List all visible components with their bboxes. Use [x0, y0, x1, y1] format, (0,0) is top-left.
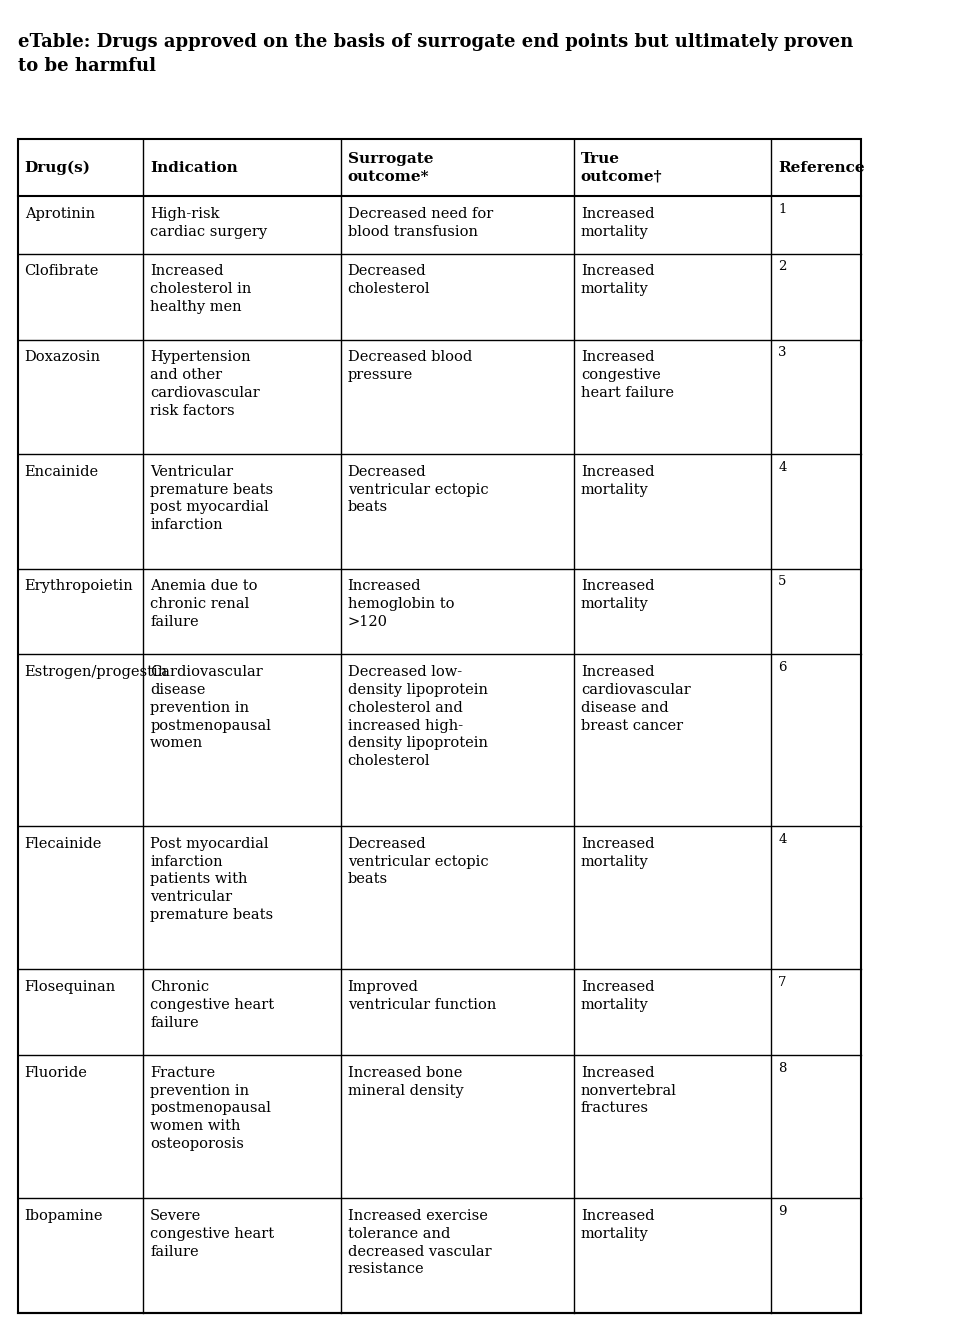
- Text: Decreased
cholesterol: Decreased cholesterol: [348, 264, 431, 296]
- Text: Ventricular
premature beats
post myocardial
infarction: Ventricular premature beats post myocard…: [150, 464, 274, 532]
- Text: Increased
nonvertebral
fractures: Increased nonvertebral fractures: [581, 1066, 677, 1115]
- Text: Decreased low-
density lipoprotein
cholesterol and
increased high-
density lipop: Decreased low- density lipoprotein chole…: [348, 666, 488, 768]
- Text: Decreased
ventricular ectopic
beats: Decreased ventricular ectopic beats: [348, 464, 488, 514]
- Text: Cardiovascular
disease
prevention in
postmenopausal
women: Cardiovascular disease prevention in pos…: [150, 666, 271, 751]
- Bar: [18, 139, 861, 1313]
- Text: Increased
mortality: Increased mortality: [581, 980, 655, 1012]
- Text: Increased
mortality: Increased mortality: [581, 579, 655, 611]
- Text: Increased
cholesterol in
healthy men: Increased cholesterol in healthy men: [150, 264, 251, 314]
- Text: Estrogen/progestin: Estrogen/progestin: [24, 666, 168, 679]
- Text: Doxazosin: Doxazosin: [24, 350, 100, 365]
- Text: 6: 6: [778, 662, 787, 674]
- Text: Decreased
ventricular ectopic
beats: Decreased ventricular ectopic beats: [348, 837, 488, 887]
- Text: Flosequinan: Flosequinan: [24, 980, 116, 994]
- Text: 2: 2: [778, 260, 787, 273]
- Text: Increased
hemoglobin to
>120: Increased hemoglobin to >120: [348, 579, 454, 629]
- Text: Increased
cardiovascular
disease and
breast cancer: Increased cardiovascular disease and bre…: [581, 666, 691, 732]
- Text: Increased
mortality: Increased mortality: [581, 1209, 655, 1241]
- Text: Severe
congestive heart
failure: Severe congestive heart failure: [150, 1209, 275, 1258]
- Text: Increased
congestive
heart failure: Increased congestive heart failure: [581, 350, 674, 400]
- Text: Increased
mortality: Increased mortality: [581, 837, 655, 869]
- Text: Post myocardial
infarction
patients with
ventricular
premature beats: Post myocardial infarction patients with…: [150, 837, 274, 922]
- Text: Drug(s): Drug(s): [24, 160, 91, 175]
- Text: High-risk
cardiac surgery: High-risk cardiac surgery: [150, 207, 267, 239]
- Text: 4: 4: [778, 833, 787, 846]
- Text: Aprotinin: Aprotinin: [24, 207, 94, 221]
- Text: Improved
ventricular function: Improved ventricular function: [348, 980, 496, 1012]
- Text: Increased exercise
tolerance and
decreased vascular
resistance: Increased exercise tolerance and decreas…: [348, 1209, 491, 1277]
- Text: Reference: Reference: [778, 160, 865, 175]
- Text: 5: 5: [778, 575, 787, 589]
- Text: Decreased need for
blood transfusion: Decreased need for blood transfusion: [348, 207, 493, 239]
- Text: Increased
mortality: Increased mortality: [581, 207, 655, 239]
- Text: Anemia due to
chronic renal
failure: Anemia due to chronic renal failure: [150, 579, 258, 629]
- Text: Increased bone
mineral density: Increased bone mineral density: [348, 1066, 464, 1098]
- Text: Decreased blood
pressure: Decreased blood pressure: [348, 350, 471, 382]
- Text: 4: 4: [778, 460, 787, 473]
- Text: Increased
mortality: Increased mortality: [581, 464, 655, 496]
- Text: Encainide: Encainide: [24, 464, 98, 479]
- Text: Indication: Indication: [150, 160, 238, 175]
- Text: Surrogate
outcome*: Surrogate outcome*: [348, 152, 433, 183]
- Text: Increased
mortality: Increased mortality: [581, 264, 655, 296]
- Text: eTable: Drugs approved on the basis of surrogate end points but ultimately prove: eTable: Drugs approved on the basis of s…: [18, 33, 853, 74]
- Text: Flecainide: Flecainide: [24, 837, 102, 851]
- Text: Ibopamine: Ibopamine: [24, 1209, 103, 1223]
- Text: 9: 9: [778, 1205, 787, 1217]
- Text: Hypertension
and other
cardiovascular
risk factors: Hypertension and other cardiovascular ri…: [150, 350, 260, 418]
- Text: 1: 1: [778, 203, 787, 216]
- Text: Erythropoietin: Erythropoietin: [24, 579, 133, 593]
- Text: 3: 3: [778, 346, 787, 359]
- Text: Fracture
prevention in
postmenopausal
women with
osteoporosis: Fracture prevention in postmenopausal wo…: [150, 1066, 271, 1151]
- Text: Chronic
congestive heart
failure: Chronic congestive heart failure: [150, 980, 275, 1029]
- Text: Clofibrate: Clofibrate: [24, 264, 99, 278]
- Text: Fluoride: Fluoride: [24, 1066, 88, 1079]
- Text: 7: 7: [778, 976, 787, 989]
- Text: 8: 8: [778, 1062, 787, 1075]
- Text: True
outcome†: True outcome†: [581, 152, 662, 183]
